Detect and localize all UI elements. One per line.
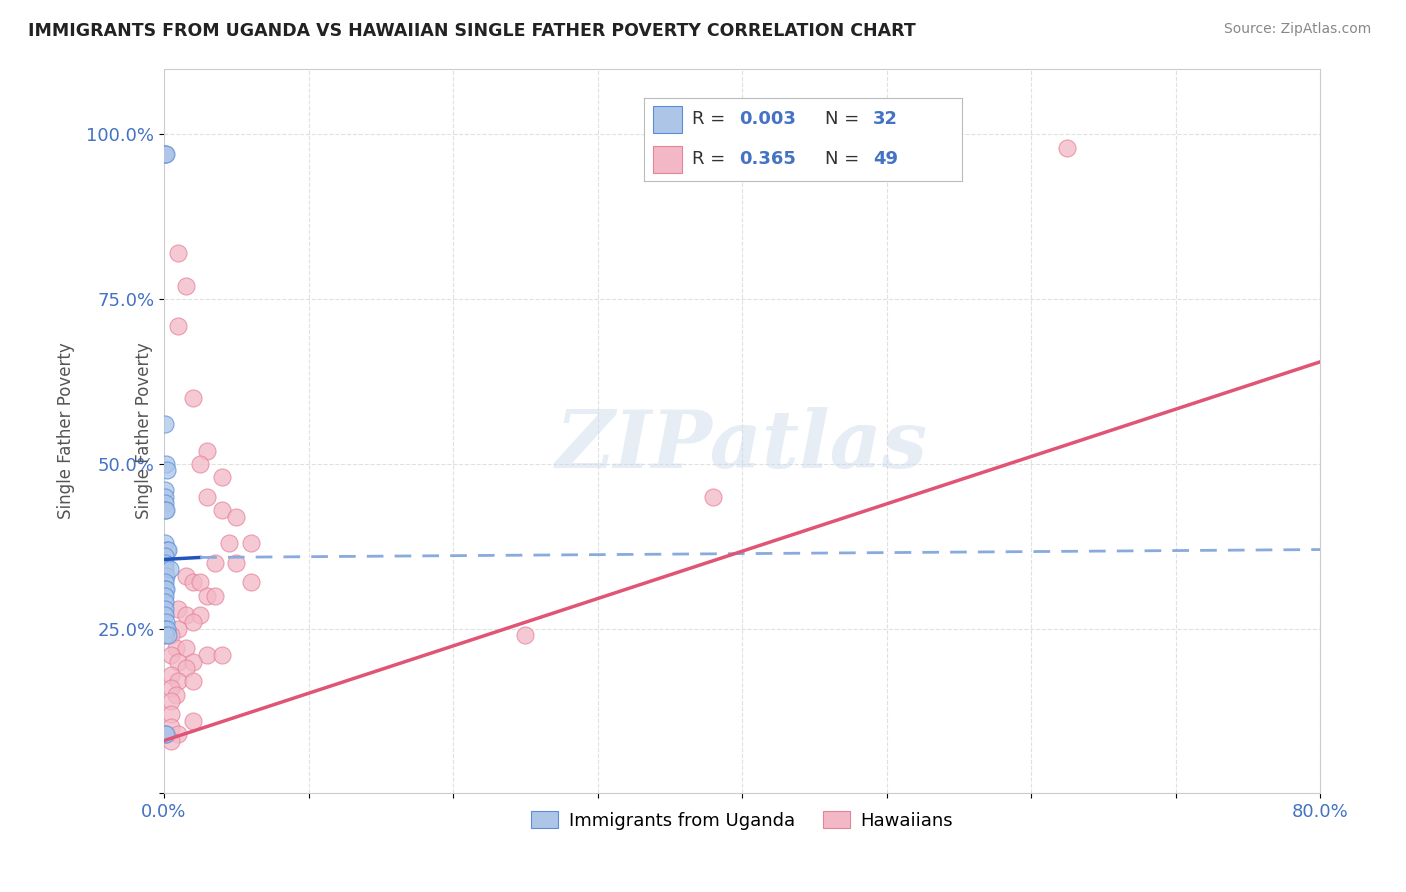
Point — [155, 556, 177, 570]
Point — [167, 727, 190, 741]
Point — [153, 602, 176, 616]
Point — [181, 655, 204, 669]
Point — [160, 721, 183, 735]
Point — [153, 536, 176, 550]
Point — [155, 595, 177, 609]
Point — [160, 628, 183, 642]
Point — [160, 694, 183, 708]
Point — [188, 608, 211, 623]
Point — [165, 688, 187, 702]
Text: IMMIGRANTS FROM UGANDA VS HAWAIIAN SINGLE FATHER POVERTY CORRELATION CHART: IMMIGRANTS FROM UGANDA VS HAWAIIAN SINGL… — [28, 22, 915, 40]
Point — [702, 490, 724, 504]
Text: Source: ZipAtlas.com: Source: ZipAtlas.com — [1223, 22, 1371, 37]
Point — [195, 443, 218, 458]
Point — [225, 556, 247, 570]
Point — [153, 147, 176, 161]
Point — [167, 602, 190, 616]
Point — [160, 707, 183, 722]
Point — [188, 457, 211, 471]
Point — [157, 542, 180, 557]
Point — [174, 279, 197, 293]
Text: ZIPatlas: ZIPatlas — [557, 407, 928, 484]
Point — [167, 674, 190, 689]
Point — [204, 556, 226, 570]
Point — [156, 622, 179, 636]
Point — [165, 641, 187, 656]
Point — [174, 661, 197, 675]
Point — [157, 628, 180, 642]
Point — [153, 562, 176, 576]
Point — [181, 575, 204, 590]
Point — [155, 727, 177, 741]
Point — [153, 575, 176, 590]
Point — [225, 509, 247, 524]
Point — [174, 641, 197, 656]
Point — [195, 648, 218, 662]
Point — [153, 628, 176, 642]
Point — [167, 622, 190, 636]
Point — [195, 490, 218, 504]
Point — [155, 569, 177, 583]
Point — [153, 727, 176, 741]
Point — [155, 147, 177, 161]
Point — [181, 714, 204, 728]
Point — [167, 655, 190, 669]
Point — [153, 417, 176, 432]
Point — [204, 589, 226, 603]
Point — [153, 608, 176, 623]
Y-axis label: Single Father Poverty: Single Father Poverty — [58, 343, 75, 519]
Point — [218, 536, 240, 550]
Point — [188, 575, 211, 590]
Point — [160, 667, 183, 681]
Point — [153, 483, 176, 498]
Point — [156, 463, 179, 477]
Point — [153, 622, 176, 636]
Point — [153, 496, 176, 510]
Point — [153, 549, 176, 563]
Point — [167, 246, 190, 260]
Legend: Immigrants from Uganda, Hawaiians: Immigrants from Uganda, Hawaiians — [526, 806, 959, 835]
Point — [181, 615, 204, 629]
Point — [160, 648, 183, 662]
Point — [160, 681, 183, 695]
Point — [181, 674, 204, 689]
Point — [153, 503, 176, 517]
Point — [155, 490, 177, 504]
Point — [167, 318, 190, 333]
Point — [515, 628, 537, 642]
Point — [159, 562, 181, 576]
Point — [195, 589, 218, 603]
Point — [1056, 140, 1078, 154]
Point — [153, 147, 176, 161]
Point — [211, 503, 233, 517]
Point — [153, 589, 176, 603]
Point — [211, 470, 233, 484]
Point — [181, 391, 204, 405]
Point — [174, 608, 197, 623]
Point — [155, 582, 177, 596]
Point — [160, 733, 183, 747]
Point — [155, 457, 177, 471]
Y-axis label: Single Father Poverty: Single Father Poverty — [135, 343, 153, 519]
Point — [211, 648, 233, 662]
Point — [153, 582, 176, 596]
Point — [174, 569, 197, 583]
Point — [239, 536, 262, 550]
Point — [155, 615, 177, 629]
Point — [156, 542, 179, 557]
Point — [239, 575, 262, 590]
Point — [155, 503, 177, 517]
